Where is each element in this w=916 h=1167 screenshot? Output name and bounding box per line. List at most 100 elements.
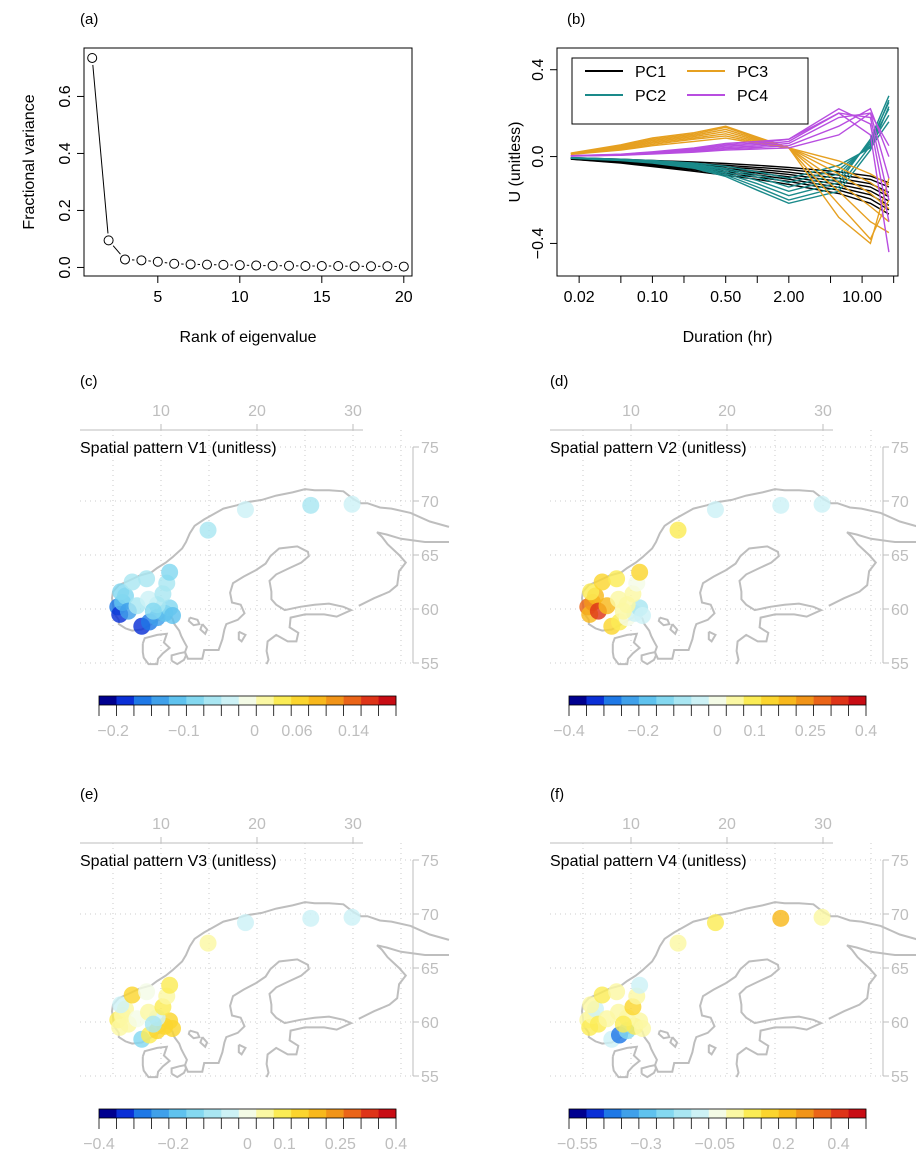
colorbar-label: 0.4 (385, 1136, 407, 1153)
series-line-pc3 (570, 137, 890, 186)
lat-tick-label: 65 (421, 961, 439, 978)
colorbar-label: 0.4 (827, 1136, 849, 1153)
lon-tick-label: 20 (718, 816, 736, 833)
data-point (103, 235, 114, 246)
series-line-pc4 (570, 112, 890, 201)
lat-tick-label: 60 (891, 1015, 909, 1032)
station-marker (164, 1019, 182, 1037)
x-tick-label: 0.10 (637, 289, 668, 306)
coastline-path (358, 944, 449, 1020)
lon-tick-label: 10 (622, 816, 640, 833)
colorbar-swatch (638, 696, 657, 705)
lat-tick-label: 55 (891, 1069, 909, 1086)
coastline-path (237, 630, 247, 643)
colorbar-swatch (116, 1109, 135, 1118)
y-tick-label: 0.0 (57, 256, 74, 278)
station-marker (302, 909, 320, 927)
panel-d: (d) 10 20 30 55 60 65 70 75 Spatial pattern V2 (u… (550, 373, 916, 740)
data-point (349, 261, 360, 272)
map-title: Spatial pattern V2 (unitless) (550, 440, 747, 457)
colorbar-swatch (796, 1109, 814, 1118)
lon-tick-label: 30 (814, 816, 832, 833)
colorbar-label: 0 (713, 723, 722, 740)
colorbar-swatch (831, 1109, 849, 1118)
legend-label: PC3 (737, 64, 768, 81)
series-line-pc3 (570, 135, 890, 197)
panel-label-a: (a) (80, 11, 98, 28)
lat-tick-label: 75 (891, 853, 909, 870)
map-title: Spatial pattern V1 (unitless) (80, 440, 277, 457)
colorbar-swatch (778, 1109, 797, 1118)
x-tick-label: 10 (231, 289, 249, 306)
data-point (136, 255, 147, 266)
colorbar-swatch (621, 1109, 640, 1118)
x-tick-label: 10.00 (842, 289, 882, 306)
colorbar-swatch (326, 1109, 344, 1118)
colorbar-swatch (291, 696, 309, 705)
colorbar: −0.55 −0.3 −0.05 0.2 0.4 (557, 1108, 867, 1153)
station-marker (138, 983, 156, 1001)
station-marker (144, 602, 162, 620)
colorbar-swatch (238, 696, 257, 705)
lat-tick-label: 70 (421, 494, 439, 511)
colorbar-label: 0.06 (281, 723, 312, 740)
stations (579, 908, 831, 1048)
station-marker (112, 583, 130, 601)
colorbar-label: −0.1 (168, 723, 200, 740)
lat-tick-label: 65 (891, 548, 909, 565)
colorbar-swatch (603, 696, 622, 705)
lat-tick-label: 60 (891, 602, 909, 619)
panel-b: (b) 0.02 0.10 0.50 2.00 10.00 −0.4 0.0 0.4 Durati… (507, 11, 899, 346)
colorbar: −0.4 −0.2 0 0.1 0.25 0.4 (553, 695, 877, 740)
lat-tick-label: 55 (891, 656, 909, 673)
lon-tick-label: 20 (718, 403, 736, 420)
colorbar-label: 0.25 (325, 1136, 356, 1153)
y-tick-label: 0.0 (530, 145, 547, 167)
colorbar-swatch (586, 1109, 605, 1118)
data-point (185, 259, 196, 270)
station-marker (614, 602, 632, 620)
station-marker (199, 521, 217, 539)
panel-e: (e) 10 20 30 55 60 65 70 75 Spatial pattern V3 (u… (80, 786, 450, 1153)
colorbar-swatch (116, 696, 135, 705)
series-line-segment (92, 64, 109, 234)
colorbar-swatch (848, 696, 867, 705)
colorbar: −0.4 −0.2 0 0.1 0.25 0.4 (83, 1108, 407, 1153)
colorbar-swatch (308, 1109, 327, 1118)
series-line-pc3 (570, 125, 890, 245)
coastline-path (184, 545, 354, 665)
colorbar-swatch (308, 696, 327, 705)
station-marker (161, 976, 179, 994)
map-title: Spatial pattern V4 (unitless) (550, 853, 747, 870)
series-line-pc3 (570, 128, 890, 234)
colorbar-swatch (326, 696, 344, 705)
station-marker (236, 914, 254, 932)
series-lines (570, 95, 890, 253)
colorbar-label: 0.25 (795, 723, 826, 740)
colorbar-swatch (726, 1109, 745, 1118)
station-marker (772, 496, 790, 514)
colorbar-swatch (221, 1109, 240, 1118)
colorbar-swatch (796, 696, 814, 705)
coastline-path (187, 616, 201, 627)
station-marker (343, 495, 361, 513)
coastline-path (707, 630, 717, 643)
station-marker (669, 521, 687, 539)
station-marker (199, 934, 217, 952)
station-marker (669, 934, 687, 952)
series-line-pc1 (570, 158, 890, 215)
data-point (316, 261, 327, 272)
coastline-path (199, 1036, 209, 1049)
coastline-path (669, 623, 679, 636)
coastline-path (170, 651, 188, 666)
coastline-path (828, 531, 916, 607)
data-point (152, 256, 163, 267)
colorbar-swatch (586, 696, 605, 705)
colorbar-swatch (378, 1109, 397, 1118)
station-marker (593, 573, 611, 591)
station-marker (236, 501, 254, 519)
colorbar-label: 0.1 (274, 1136, 296, 1153)
series-line-pc4 (570, 112, 890, 253)
lon-tick-label: 30 (814, 403, 832, 420)
lat-tick-label: 55 (421, 1069, 439, 1086)
